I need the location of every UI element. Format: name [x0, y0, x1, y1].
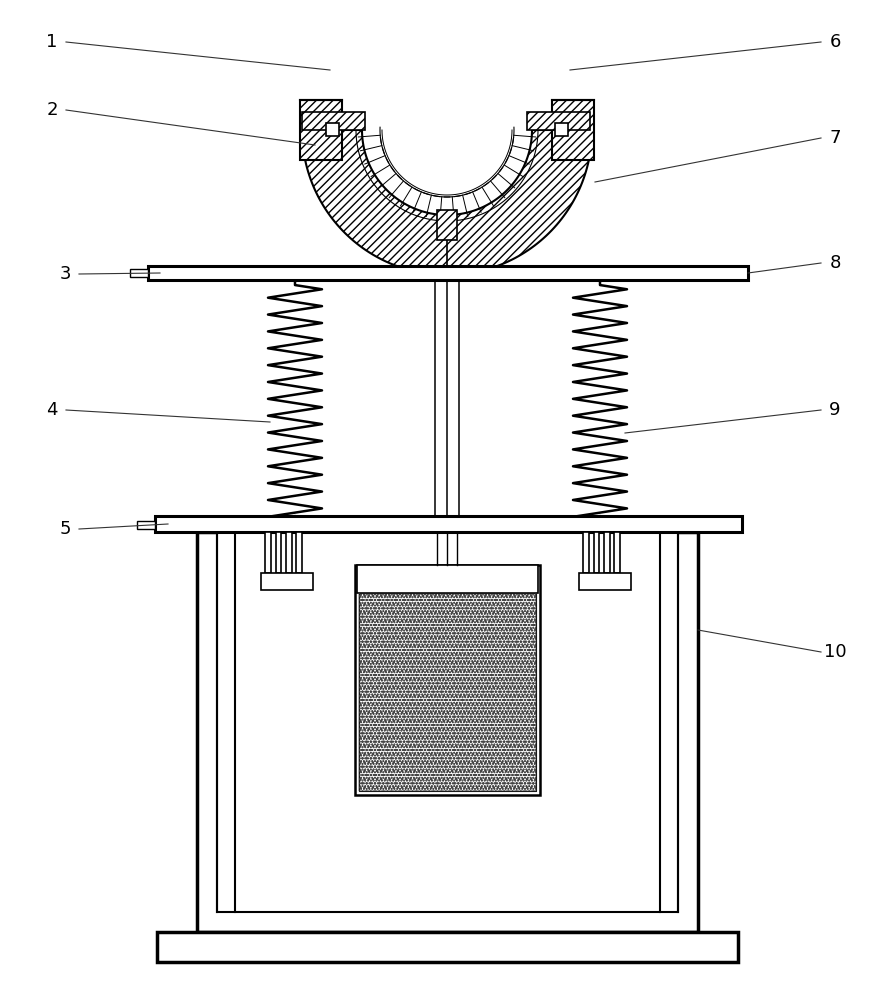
Bar: [552, 100, 594, 160]
Bar: [217, 532, 678, 912]
Bar: [579, 573, 631, 590]
Bar: [359, 593, 536, 791]
Bar: [286, 532, 291, 573]
Bar: [555, 123, 568, 136]
Bar: [296, 532, 302, 573]
Text: 7: 7: [830, 129, 840, 147]
Bar: [157, 932, 738, 962]
Text: 10: 10: [823, 643, 847, 661]
Bar: [326, 123, 339, 136]
Bar: [583, 532, 589, 573]
Text: 8: 8: [830, 254, 840, 272]
Bar: [197, 532, 698, 932]
Bar: [357, 565, 538, 593]
Text: 1: 1: [46, 33, 58, 51]
Bar: [302, 112, 365, 130]
Text: 4: 4: [46, 401, 58, 419]
Bar: [155, 516, 742, 532]
Bar: [359, 593, 536, 791]
Text: 9: 9: [830, 401, 840, 419]
Bar: [137, 521, 155, 529]
Bar: [604, 532, 610, 573]
Text: 2: 2: [46, 101, 58, 119]
Bar: [437, 210, 457, 240]
Polygon shape: [302, 130, 592, 275]
Bar: [594, 532, 599, 573]
Text: 5: 5: [59, 520, 71, 538]
Bar: [130, 269, 148, 277]
Text: 3: 3: [59, 265, 71, 283]
Bar: [300, 100, 342, 160]
Bar: [614, 532, 620, 573]
Text: 6: 6: [830, 33, 840, 51]
Bar: [275, 532, 282, 573]
Bar: [266, 532, 271, 573]
Bar: [355, 565, 540, 795]
Bar: [527, 112, 590, 130]
Bar: [261, 573, 313, 590]
Bar: [148, 266, 748, 280]
Bar: [359, 593, 536, 791]
